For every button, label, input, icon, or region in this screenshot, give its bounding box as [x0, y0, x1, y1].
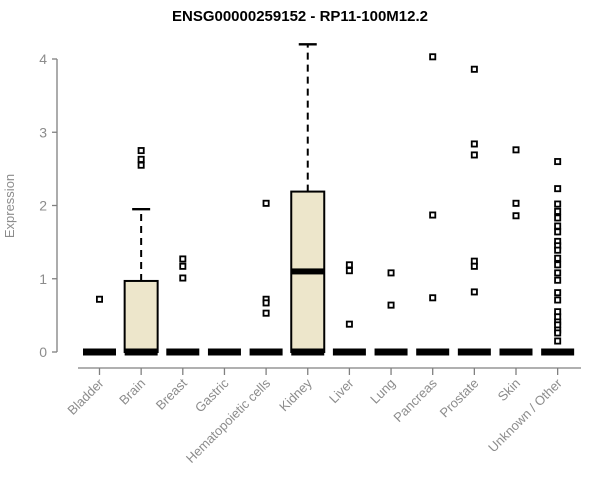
zero-bar: [166, 348, 200, 356]
outlier-point: [554, 158, 562, 166]
outlier-point: [387, 301, 395, 309]
boxplot-pancreas: [416, 53, 450, 356]
outlier-point: [262, 309, 270, 317]
outlier-point: [554, 185, 562, 193]
outlier-point: [554, 261, 562, 269]
outlier-point: [554, 276, 562, 284]
zero-bar: [374, 348, 408, 356]
boxplot-bladder: [83, 295, 116, 356]
boxplot-skin: [499, 146, 533, 356]
outlier-point: [179, 255, 187, 263]
y-tick-label: 1: [39, 271, 47, 287]
boxplot-brain: [123, 147, 159, 356]
x-tick-label: Skin: [495, 376, 523, 404]
outlier-point: [137, 147, 145, 155]
boxplot-kidney: [290, 43, 326, 356]
zero-bar: [332, 348, 366, 356]
outlier-point: [554, 329, 562, 337]
boxplot-lung: [374, 269, 408, 356]
outlier-point: [512, 212, 520, 220]
zero-bar: [124, 348, 158, 356]
outlier-point: [470, 288, 478, 296]
y-tick-label: 0: [39, 344, 47, 360]
outlier-point: [429, 53, 437, 61]
outlier-point: [345, 261, 353, 269]
x-tick-label: Bladder: [64, 375, 107, 418]
y-tick-label: 3: [39, 124, 47, 140]
outlier-point: [429, 211, 437, 219]
outlier-point: [512, 199, 520, 207]
outlier-point: [554, 269, 562, 277]
outlier-point: [554, 296, 562, 304]
zero-bar: [291, 348, 325, 356]
outlier-point: [345, 320, 353, 328]
outlier-point: [554, 254, 562, 262]
boxplot-unknown-other: [541, 158, 575, 356]
outlier-point: [137, 161, 145, 169]
x-tick-label: Pancreas: [390, 375, 440, 425]
zero-bar: [457, 348, 491, 356]
box-iqr: [123, 279, 159, 354]
boxplot-gastric: [207, 348, 241, 356]
outlier-point: [96, 295, 104, 303]
median-line: [291, 268, 325, 275]
outlier-point: [262, 299, 270, 307]
x-tick-label: Gastric: [192, 375, 232, 415]
y-tick-label: 4: [39, 51, 47, 67]
zero-bar: [207, 348, 241, 356]
x-tick-label: Breast: [153, 375, 190, 412]
outlier-point: [512, 146, 520, 154]
outlier-point: [179, 274, 187, 282]
x-tick-label: Unknown / Other: [485, 375, 565, 455]
outlier-point: [470, 262, 478, 270]
boxplot-hematopoietic-cells: [249, 199, 283, 356]
y-tick-label: 2: [39, 198, 47, 214]
boxplot-breast: [166, 255, 200, 356]
outlier-point: [554, 200, 562, 208]
boxplot-prostate: [457, 65, 491, 356]
y-axis-title: Expression: [2, 174, 17, 238]
outlier-point: [387, 269, 395, 277]
chart-title: ENSG00000259152 - RP11-100M12.2: [171, 8, 428, 25]
x-tick-label: Kidney: [276, 375, 315, 414]
zero-bar: [499, 348, 533, 356]
outlier-point: [137, 155, 145, 163]
outlier-point: [429, 294, 437, 302]
outlier-point: [554, 214, 562, 222]
outlier-point: [470, 151, 478, 159]
outlier-point: [262, 199, 270, 207]
outlier-point: [554, 289, 562, 297]
outlier-point: [179, 262, 187, 270]
outlier-point: [345, 267, 353, 275]
outlier-point: [470, 65, 478, 73]
x-tick-label: Liver: [326, 375, 357, 406]
outlier-point: [554, 207, 562, 215]
x-tick-label: Lung: [367, 376, 398, 407]
outlier-point: [554, 228, 562, 236]
zero-bar: [416, 348, 450, 356]
outlier-point: [554, 246, 562, 254]
zero-bar: [83, 348, 116, 356]
outlier-point: [554, 222, 562, 230]
outlier-point: [554, 337, 562, 345]
x-tick-label: Prostate: [437, 376, 482, 421]
zero-bar: [541, 348, 575, 356]
outlier-point: [470, 140, 478, 148]
x-tick-label: Brain: [116, 376, 148, 408]
boxplot-liver: [332, 261, 366, 356]
zero-bar: [249, 348, 283, 356]
